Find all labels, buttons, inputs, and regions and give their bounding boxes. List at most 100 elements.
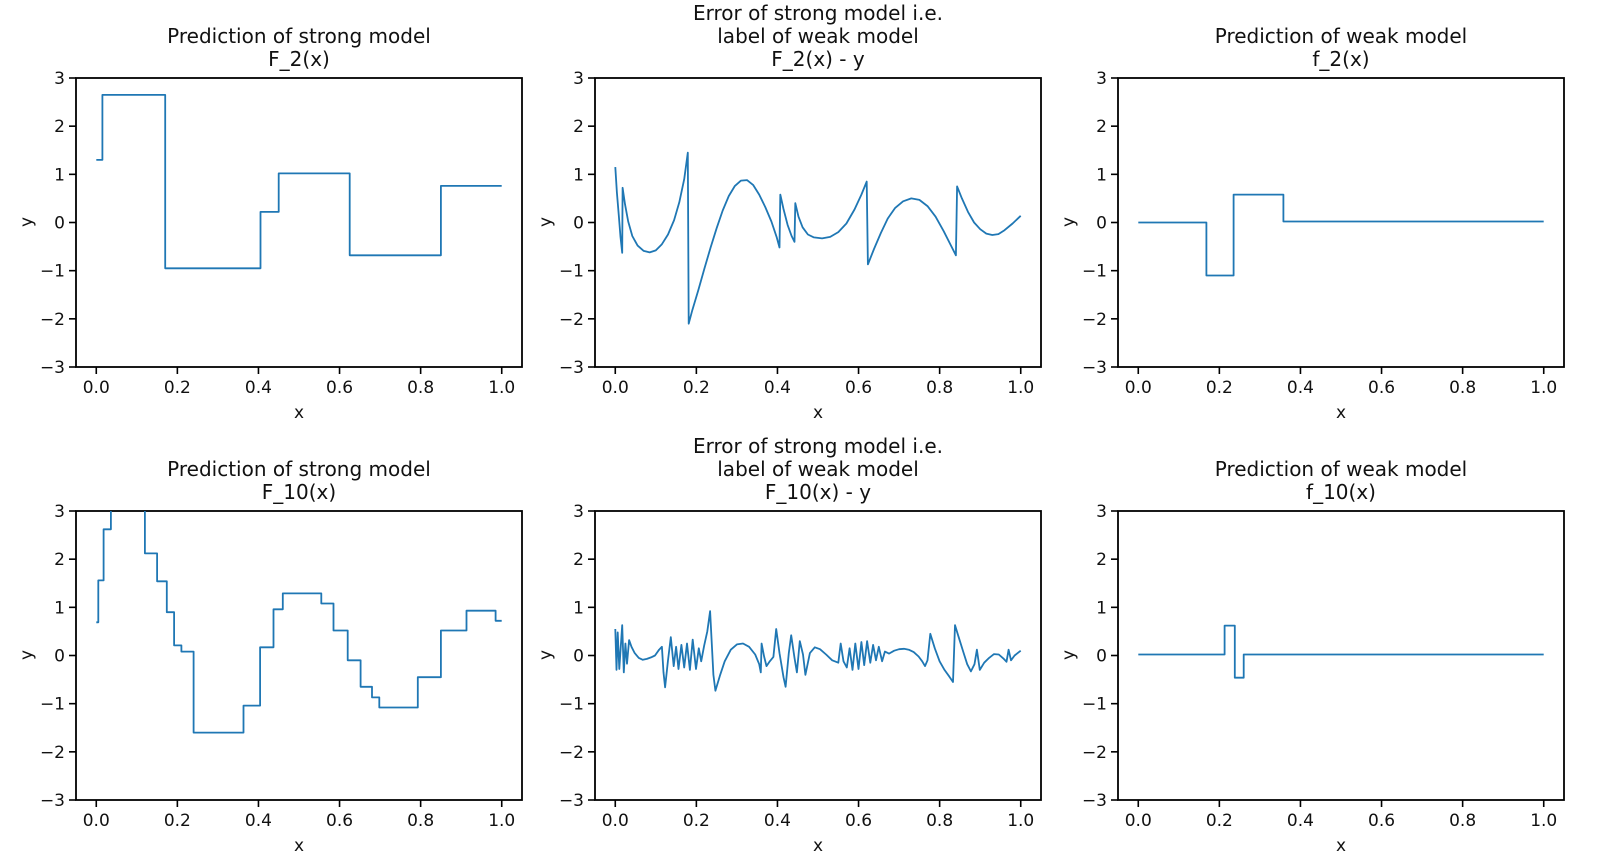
x-tick-label: 0.2: [164, 378, 191, 398]
y-tick-label: 3: [1096, 502, 1107, 522]
series-line: [614, 610, 1022, 692]
x-tick-label: 0.0: [602, 378, 629, 398]
y-tick-label: −3: [40, 358, 65, 378]
y-tick-label: −2: [1082, 310, 1107, 330]
plot-title: Prediction of strong model F_10(x): [76, 458, 522, 504]
x-axis-label: x: [812, 836, 824, 856]
series-line: [1138, 193, 1544, 277]
x-tick-label: 0.8: [1449, 811, 1476, 831]
plot-title-line: f_10(x): [1306, 480, 1376, 504]
y-tick-label: −1: [1082, 695, 1107, 715]
axes-frame: [1117, 510, 1565, 801]
plot-title: Prediction of weak model f_10(x): [1118, 458, 1564, 504]
plot-title-line: Error of strong model i.e.: [693, 1, 943, 25]
y-tick-label: 2: [1096, 550, 1107, 570]
x-tick-label: 0.4: [245, 811, 272, 831]
plot-title-line: Prediction of weak model: [1214, 24, 1468, 48]
x-axis-label: x: [1335, 403, 1347, 423]
y-tick-label: 1: [1096, 598, 1107, 618]
x-tick-label: 0.2: [1206, 811, 1233, 831]
x-tick-label: 0.4: [764, 811, 791, 831]
axes-frame: [75, 77, 523, 368]
y-tick-label: 1: [54, 598, 65, 618]
x-axis-label: x: [812, 403, 824, 423]
x-axis-label: x: [293, 403, 305, 423]
plot-title-line: label of weak model: [717, 457, 919, 481]
x-tick-label: 1.0: [1530, 378, 1557, 398]
x-tick-label: 0.0: [1125, 378, 1152, 398]
subplot-weak-model-f2: Prediction of weak model f_2(x) y 0.0 0.2…: [1059, 25, 1575, 435]
plot-title-line: Prediction of strong model: [167, 457, 431, 481]
x-tick-label: 0.6: [326, 811, 353, 831]
x-tick-label: 1.0: [1007, 811, 1034, 831]
y-tick-label: −1: [40, 695, 65, 715]
y-tick-label: 0: [573, 647, 584, 667]
y-tick-label: −2: [1082, 743, 1107, 763]
x-tick-label: 0.2: [1206, 378, 1233, 398]
y-tick-label: −1: [559, 695, 584, 715]
y-tick-label: 2: [54, 550, 65, 570]
y-tick-label: 3: [54, 502, 65, 522]
y-tick-label: 0: [573, 214, 584, 234]
y-tick-label: −3: [1082, 791, 1107, 811]
x-tick-label: 0.4: [1287, 811, 1314, 831]
plot-canvas: 0.0 0.2 0.4 0.6 0.8 1.0 3 2 1 0 −1 −2 −3: [1082, 502, 1565, 831]
y-tick-label: −1: [1082, 262, 1107, 282]
y-tick-label: 3: [573, 69, 584, 89]
x-tick-label: 0.6: [1368, 378, 1395, 398]
axes-frame: [75, 510, 523, 801]
y-tick-label: 1: [573, 598, 584, 618]
x-tick-label: 0.8: [407, 378, 434, 398]
y-tick-label: 0: [1096, 647, 1107, 667]
x-tick-label: 0.6: [845, 811, 872, 831]
x-tick-label: 0.0: [83, 811, 110, 831]
series-line: [1138, 624, 1544, 679]
x-tick-label: 0.8: [1449, 378, 1476, 398]
x-axis-label: x: [293, 836, 305, 856]
plot-title: Error of strong model i.e. label of weak…: [595, 2, 1041, 71]
y-tick-label: 2: [573, 117, 584, 137]
x-tick-label: 1.0: [488, 378, 515, 398]
x-tick-label: 0.2: [683, 811, 710, 831]
y-tick-label: 1: [1096, 165, 1107, 185]
y-tick-label: −2: [559, 743, 584, 763]
plot-canvas: 0.0 0.2 0.4 0.6 0.8 1.0 3 2 1 0 −1 −2 −3: [559, 69, 1042, 398]
y-tick-label: −3: [559, 791, 584, 811]
plot-canvas: 0.0 0.2 0.4 0.6 0.8 1.0 3 2 1 0 −1 −2 −3: [40, 69, 523, 398]
series-line: [96, 511, 502, 734]
plot-title: Prediction of weak model f_2(x): [1118, 25, 1564, 71]
y-tick-label: −1: [559, 262, 584, 282]
x-tick-label: 0.4: [764, 378, 791, 398]
subplot-error-f2: Error of strong model i.e. label of weak…: [536, 2, 1052, 435]
x-tick-label: 1.0: [1007, 378, 1034, 398]
x-tick-label: 1.0: [488, 811, 515, 831]
y-tick-label: −2: [559, 310, 584, 330]
y-tick-label: 2: [54, 117, 65, 137]
x-tick-label: 0.8: [926, 811, 953, 831]
y-tick-label: 1: [573, 165, 584, 185]
y-tick-label: 0: [1096, 214, 1107, 234]
plot-canvas: 0.0 0.2 0.4 0.6 0.8 1.0 3 2 1 0 −1 −2 −3: [40, 502, 523, 831]
plot-title-line: F_2(x): [268, 47, 330, 71]
plot-title-line: Prediction of weak model: [1214, 457, 1468, 481]
x-tick-label: 0.4: [1287, 378, 1314, 398]
subplot-error-f10: Error of strong model i.e. label of weak…: [536, 435, 1052, 860]
y-tick-label: 2: [1096, 117, 1107, 137]
y-tick-label: −3: [40, 791, 65, 811]
x-tick-label: 0.0: [602, 811, 629, 831]
plot-title-line: F_10(x) - y: [764, 480, 872, 504]
y-tick-label: −3: [559, 358, 584, 378]
y-tick-label: −3: [1082, 358, 1107, 378]
y-tick-label: 3: [573, 502, 584, 522]
subplot-strong-model-f10: Prediction of strong model F_10(x) y 0.0…: [17, 458, 533, 860]
y-tick-label: −1: [40, 262, 65, 282]
y-tick-label: 0: [54, 214, 65, 234]
series-line: [614, 151, 1022, 325]
plot-title-line: label of weak model: [717, 24, 919, 48]
y-tick-label: 3: [1096, 69, 1107, 89]
plot-title-line: F_2(x) - y: [771, 47, 865, 71]
plot-title-line: F_10(x): [261, 480, 337, 504]
y-tick-label: 3: [54, 69, 65, 89]
series-line: [96, 94, 502, 270]
